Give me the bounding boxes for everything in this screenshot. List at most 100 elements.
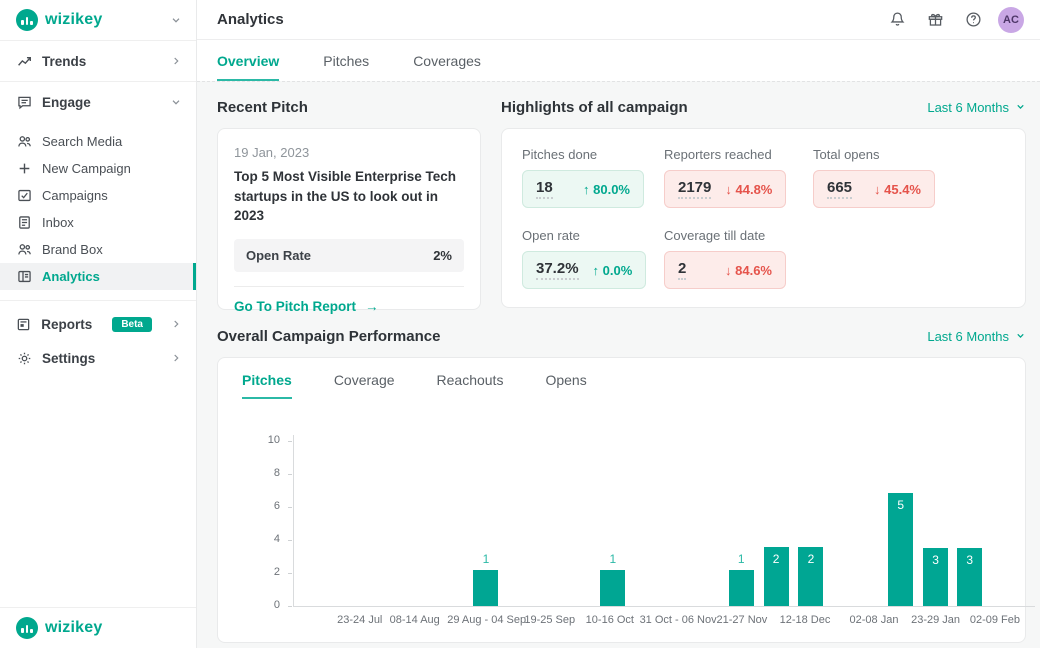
help-icon[interactable] [960,7,986,33]
sidebar-item-inbox[interactable]: Inbox [0,209,196,236]
metric-delta: ↑ 80.0% [583,182,630,197]
tab-overview[interactable]: Overview [217,40,279,81]
y-axis-tick-label: 2 [242,566,280,578]
sidebar-item-label: Inbox [42,215,74,230]
bar-value-label: 1 [473,552,498,566]
bar-value-label: 1 [729,552,754,566]
performance-card: Pitches Coverage Reachouts Opens 0 2 4 6 8 10… [217,357,1026,643]
recent-pitch-heading: Recent Pitch [217,99,308,116]
chat-icon [16,94,32,110]
content: Recent Pitch 19 Jan, 2023 Top 5 Most Vis… [197,81,1040,648]
page-tabs: Overview Pitches Coverages [197,40,1040,81]
analytics-panel-icon [16,269,32,285]
tab-chart-pitches[interactable]: Pitches [242,372,292,399]
chevron-down-icon[interactable] [170,14,182,26]
highlights-range-select[interactable]: Last 6 Months [927,100,1026,115]
y-axis-tick-mark [288,606,292,607]
bar-value-label: 1 [600,552,625,566]
sidebar-item-label: New Campaign [42,161,131,176]
sidebar-item-label: Engage [42,95,91,110]
sidebar-item-campaigns[interactable]: Campaigns [0,182,196,209]
sidebar-item-brand-box[interactable]: Brand Box [0,236,196,263]
y-axis-tick-label: 10 [242,434,280,446]
y-axis-tick-label: 0 [242,599,280,611]
metric-open-rate: Open rate 37.2% ↑ 0.0% [522,228,664,289]
metric-coverage-till-date: Coverage till date 2 ↓ 84.6% [664,228,813,289]
main-area: Analytics AC Overview Pitches Coverages … [197,0,1040,648]
y-axis-tick-mark [288,573,292,574]
sidebar-item-label: Reports [41,317,92,332]
engage-submenu: Search Media New Campaign Campaigns Inbo… [0,122,196,300]
workspace-header[interactable]: wizikey [0,0,196,41]
gift-icon[interactable] [922,7,948,33]
open-rate-value: 2% [433,248,452,263]
metric-pitches-done: Pitches done 18 ↑ 80.0% [522,147,664,208]
bar-value-label: 3 [923,553,948,567]
sidebar-item-label: Search Media [42,134,122,149]
chevron-down-icon [170,96,182,108]
metric-value: 665 [827,179,852,199]
highlights-heading: Highlights of all campaign [501,99,688,116]
x-axis-tick-label: 02-09 Feb [940,614,1040,626]
bar[interactable] [600,570,625,606]
y-axis-tick-label: 8 [242,467,280,479]
sidebar-item-settings[interactable]: Settings [0,341,196,375]
tab-chart-reachouts[interactable]: Reachouts [437,372,504,399]
bell-icon[interactable] [884,7,910,33]
sidebar-item-label: Brand Box [42,242,103,257]
metric-value: 2179 [678,179,711,199]
y-axis-tick-label: 6 [242,500,280,512]
metric-delta: ↓ 84.6% [725,263,772,278]
users-icon [16,242,32,258]
highlights-card: Pitches done 18 ↑ 80.0% Reporters reache… [501,128,1026,308]
x-axis-line [293,606,1035,607]
brand-logo[interactable]: wizikey [16,9,102,31]
sidebar-item-analytics[interactable]: Analytics [0,263,196,290]
sidebar-item-label: Trends [42,54,86,69]
y-axis-tick-mark [288,441,292,442]
bar-value-label: 2 [798,552,823,566]
page-title: Analytics [217,11,284,28]
go-to-pitch-report-link[interactable]: Go To Pitch Report → [234,299,379,314]
gear-icon [16,350,32,366]
performance-heading: Overall Campaign Performance [217,328,440,345]
chevron-right-icon [170,352,182,364]
topbar: Analytics AC [197,0,1040,40]
reports-icon [16,316,31,332]
trends-icon [16,53,32,69]
pitch-title: Top 5 Most Visible Enterprise Tech start… [234,167,464,226]
avatar[interactable]: AC [998,7,1024,33]
performance-range-select[interactable]: Last 6 Months [927,329,1026,344]
y-axis-tick-label: 4 [242,533,280,545]
tab-chart-opens[interactable]: Opens [545,372,586,399]
tab-coverages[interactable]: Coverages [413,40,481,81]
tab-pitches[interactable]: Pitches [323,40,369,81]
metric-value: 2 [678,260,686,280]
bar[interactable] [729,570,754,606]
brand-name: wizikey [45,619,102,637]
y-axis-tick-mark [288,474,292,475]
sidebar-item-engage[interactable]: Engage [0,82,196,122]
bar[interactable] [473,570,498,606]
sidebar-item-reports[interactable]: Reports Beta [0,307,196,341]
inbox-icon [16,215,32,231]
metric-delta: ↓ 44.8% [725,182,772,197]
beta-badge: Beta [112,317,152,332]
metric-value: 18 [536,179,553,199]
brand-name: wizikey [45,11,102,29]
sidebar-item-search-media[interactable]: Search Media [0,128,196,155]
bar-value-label: 3 [957,553,982,567]
sidebar-item-trends[interactable]: Trends [0,41,196,81]
pitch-open-rate-strip: Open Rate 2% [234,239,464,272]
tab-chart-coverage[interactable]: Coverage [334,372,395,399]
bar-value-label: 2 [764,552,789,566]
brand-logo: wizikey [16,617,102,639]
metric-delta: ↑ 0.0% [593,263,633,278]
pitch-date: 19 Jan, 2023 [234,145,464,160]
plus-icon [16,161,32,177]
sidebar: wizikey Trends Engage Search Media [0,0,197,648]
chevron-down-icon [1015,100,1026,115]
y-axis-line [293,435,294,606]
wizikey-logo-icon [16,617,38,639]
sidebar-item-new-campaign[interactable]: New Campaign [0,155,196,182]
